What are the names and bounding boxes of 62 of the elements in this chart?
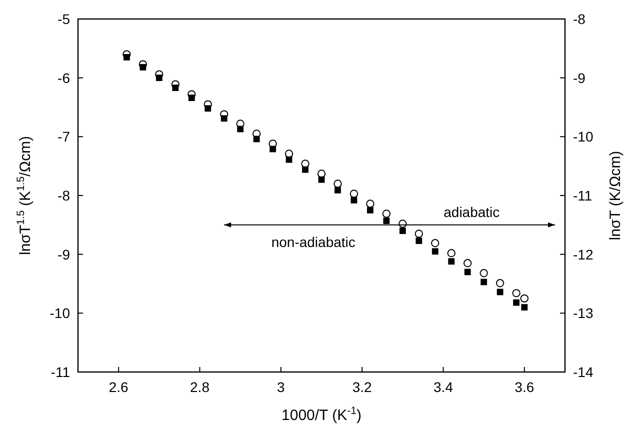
y2-tick-label: -13 bbox=[573, 305, 594, 322]
point bbox=[447, 249, 456, 258]
annotation: adiabatic bbox=[444, 204, 500, 220]
x-tick-label: 3 bbox=[277, 379, 286, 395]
point bbox=[367, 207, 374, 214]
x-axis-title: 1000/T (K$^{-1}$) bbox=[282, 405, 362, 424]
y-tick-label: -5 bbox=[58, 11, 70, 27]
point bbox=[520, 294, 529, 303]
point bbox=[512, 289, 520, 298]
y-tick-label: -7 bbox=[58, 128, 70, 145]
y-tick-label: -8 bbox=[58, 188, 70, 204]
point bbox=[334, 180, 342, 188]
point bbox=[382, 210, 391, 218]
point bbox=[140, 64, 146, 70]
y2-tick-label: -8 bbox=[573, 11, 586, 27]
y-tick-label: -6 bbox=[58, 70, 70, 86]
point bbox=[334, 187, 341, 194]
point bbox=[350, 190, 358, 198]
point bbox=[464, 259, 472, 268]
y-tick-label: -9 bbox=[58, 246, 70, 262]
point bbox=[480, 269, 488, 278]
point bbox=[432, 248, 438, 255]
y-tick-label: -11 bbox=[50, 364, 70, 380]
point bbox=[156, 74, 162, 82]
point bbox=[237, 126, 244, 132]
point bbox=[431, 239, 440, 248]
point bbox=[496, 279, 504, 288]
y2-tick-label: -12 bbox=[573, 246, 594, 262]
point bbox=[521, 304, 528, 310]
x-tick-label: 3.2 bbox=[352, 379, 372, 395]
point bbox=[366, 200, 374, 208]
point bbox=[286, 156, 292, 163]
x-tick-label: 3.6 bbox=[514, 379, 534, 395]
point bbox=[399, 228, 406, 234]
point bbox=[220, 115, 228, 122]
point bbox=[350, 197, 358, 204]
x-tick-label: 2.8 bbox=[190, 379, 210, 395]
point bbox=[270, 146, 276, 152]
point bbox=[124, 54, 130, 60]
x-tick-label: 3.4 bbox=[434, 379, 454, 395]
point bbox=[172, 84, 179, 92]
point bbox=[188, 94, 195, 102]
y-tick-label: -10 bbox=[50, 305, 70, 322]
point bbox=[383, 218, 390, 224]
point bbox=[496, 288, 504, 296]
point bbox=[253, 136, 260, 142]
point bbox=[318, 176, 325, 183]
y2-tick-label: -14 bbox=[573, 364, 594, 380]
y2-tick-label: -9 bbox=[573, 70, 586, 86]
y2-axis-title: lnσT (K/Ωcm) bbox=[607, 150, 624, 240]
y2-tick-label: -10 bbox=[573, 128, 594, 145]
x-tick-label: 2.6 bbox=[108, 379, 129, 395]
point bbox=[416, 238, 422, 244]
point bbox=[448, 258, 455, 265]
point bbox=[204, 105, 212, 112]
point bbox=[302, 166, 308, 173]
point bbox=[414, 230, 423, 238]
point bbox=[464, 268, 471, 276]
point bbox=[480, 278, 488, 286]
y2-tick-label: -11 bbox=[573, 188, 592, 204]
point bbox=[513, 299, 520, 306]
annotation: non-adiabatic bbox=[271, 234, 356, 250]
